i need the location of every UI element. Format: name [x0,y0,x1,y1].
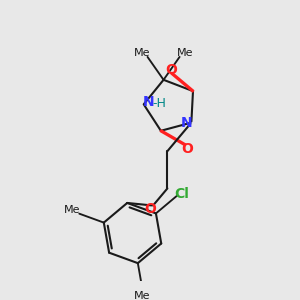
Text: Me: Me [64,205,80,215]
Text: Me: Me [177,48,194,58]
Text: -H: -H [152,97,166,110]
Text: O: O [181,142,193,156]
Text: N: N [142,95,154,110]
Text: Me: Me [134,291,151,300]
Text: O: O [166,63,178,77]
Text: Me: Me [134,48,150,58]
Text: O: O [144,202,156,215]
Text: Cl: Cl [174,187,189,201]
Text: N: N [181,116,193,130]
